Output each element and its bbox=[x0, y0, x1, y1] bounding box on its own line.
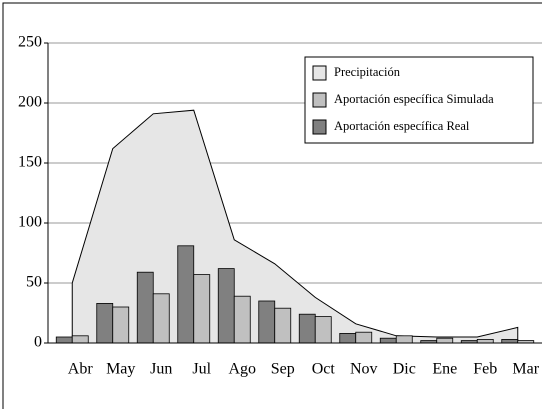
bar bbox=[379, 337, 397, 344]
x-tick-label: Nov bbox=[350, 361, 378, 378]
y-tick-label: 0 bbox=[34, 334, 42, 351]
y-tick-label: 50 bbox=[26, 274, 42, 291]
x-tick-label: Oct bbox=[312, 361, 336, 378]
x-tick-label: Jul bbox=[192, 361, 211, 378]
legend-box bbox=[304, 56, 534, 144]
bar bbox=[177, 245, 195, 344]
bar bbox=[112, 306, 130, 344]
bar bbox=[258, 300, 276, 344]
bar bbox=[395, 335, 413, 344]
bar bbox=[476, 338, 494, 344]
bar bbox=[355, 331, 373, 344]
bar bbox=[501, 338, 519, 344]
y-tick-label: 100 bbox=[18, 214, 42, 231]
legend-swatch bbox=[312, 119, 327, 135]
x-tick-label: May bbox=[106, 361, 135, 378]
x-tick-label: Mar bbox=[512, 361, 539, 378]
legend-label: Aportación específica Simulada bbox=[334, 92, 494, 106]
x-tick-label: Abr bbox=[68, 361, 94, 378]
bar bbox=[274, 307, 292, 344]
bar bbox=[298, 313, 316, 344]
legend-swatch bbox=[312, 65, 327, 81]
bar bbox=[71, 335, 89, 344]
bar bbox=[152, 293, 170, 344]
bar bbox=[339, 332, 357, 344]
legend-label: Aportación específica Real bbox=[334, 119, 470, 133]
legend-label: Precipitación bbox=[334, 65, 401, 79]
legend-swatch bbox=[312, 92, 327, 108]
x-tick-label: Jun bbox=[150, 361, 172, 378]
bar bbox=[96, 302, 114, 344]
bar bbox=[55, 336, 73, 344]
bar bbox=[136, 271, 154, 344]
bar bbox=[193, 274, 211, 344]
y-tick-label: 150 bbox=[18, 154, 42, 171]
bar bbox=[233, 295, 251, 344]
x-tick-label: Dic bbox=[393, 361, 416, 378]
x-tick-label: Feb bbox=[473, 361, 497, 378]
bar bbox=[314, 316, 332, 344]
y-tick-label: 200 bbox=[18, 94, 42, 111]
y-tick-label: 250 bbox=[18, 34, 42, 51]
bar bbox=[217, 268, 235, 344]
x-tick-label: Ago bbox=[228, 361, 256, 378]
bar bbox=[436, 337, 454, 344]
x-tick-label: Sep bbox=[271, 361, 295, 378]
x-tick-label: Ene bbox=[432, 361, 457, 378]
